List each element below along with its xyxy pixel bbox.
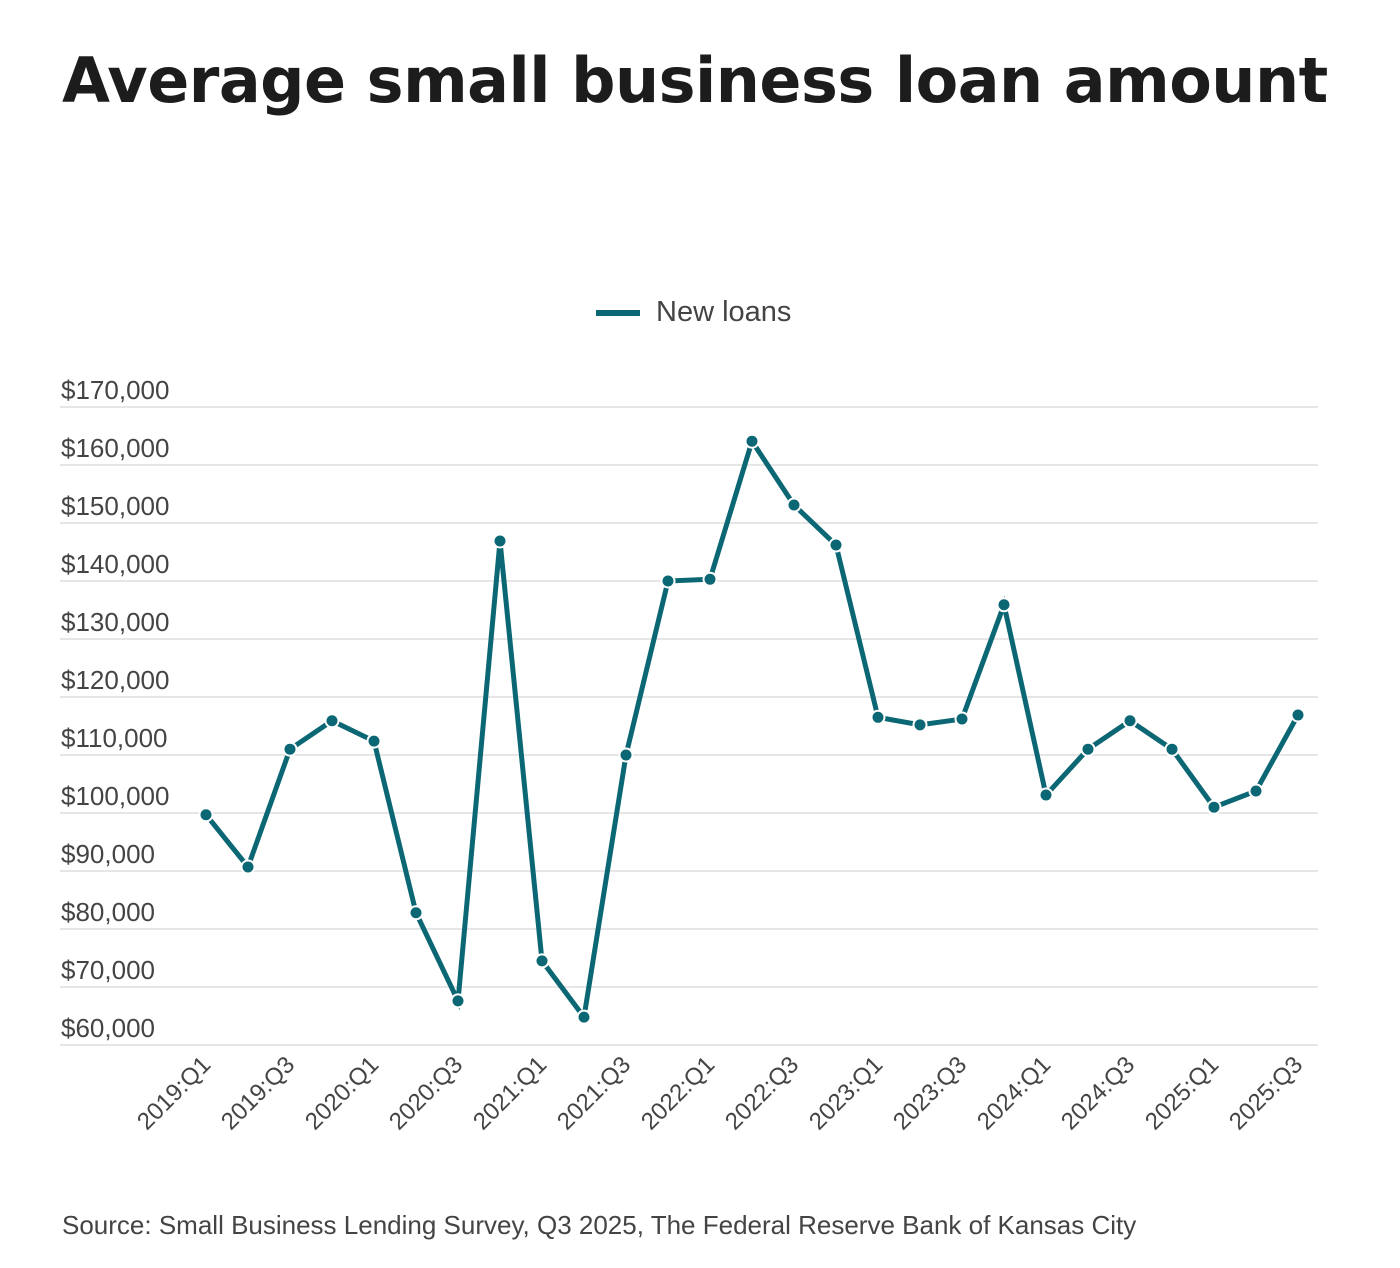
data-point-marker[interactable]	[702, 571, 718, 587]
data-point-marker[interactable]	[366, 733, 382, 749]
x-tick-label: 2023:Q1	[804, 1051, 888, 1135]
y-tick-label: $170,000	[61, 375, 169, 405]
y-tick-label: $80,000	[61, 897, 155, 927]
chart-title: Average small business loan amount	[62, 44, 1328, 117]
data-point-marker[interactable]	[1122, 713, 1138, 729]
data-point-marker[interactable]	[324, 713, 340, 729]
data-point-marker[interactable]	[828, 537, 844, 553]
data-point-marker[interactable]	[618, 747, 634, 763]
data-point-marker[interactable]	[408, 905, 424, 921]
legend-label: New loans	[656, 296, 792, 328]
x-axis-ticks: 2019:Q1 2019:Q3 2020:Q1 2020:Q3 2021:Q1 2021:…	[132, 1051, 1308, 1135]
y-tick-label: $90,000	[61, 839, 155, 869]
data-point-marker[interactable]	[492, 533, 508, 549]
series-line	[204, 435, 1301, 1024]
data-point-marker[interactable]	[534, 953, 550, 969]
x-tick-label: 2020:Q1	[300, 1051, 384, 1135]
data-point-marker[interactable]	[660, 573, 676, 589]
x-tick-label: 2023:Q3	[888, 1051, 972, 1135]
data-point-marker[interactable]	[744, 433, 760, 449]
x-tick-label: 2025:Q3	[1224, 1051, 1308, 1135]
y-tick-label: $120,000	[61, 665, 169, 695]
x-tick-label: 2019:Q3	[216, 1051, 300, 1135]
y-tick-label: $70,000	[61, 955, 155, 985]
x-tick-label: 2022:Q3	[720, 1051, 804, 1135]
data-point-marker[interactable]	[1248, 783, 1264, 799]
data-point-marker[interactable]	[1206, 799, 1222, 815]
data-point-marker[interactable]	[912, 717, 928, 733]
data-point-marker[interactable]	[1038, 787, 1054, 803]
y-axis-ticks: $60,000 $70,000 $80,000 $90,000 $100,000 $110…	[61, 375, 169, 1043]
source-note: Source: Small Business Lending Survey, Q…	[62, 1210, 1137, 1240]
y-tick-label: $100,000	[61, 781, 169, 811]
legend-line-swatch-icon	[596, 309, 640, 316]
y-tick-label: $60,000	[61, 1013, 155, 1043]
y-tick-label: $160,000	[61, 433, 169, 463]
chart-legend: New loans	[596, 296, 791, 329]
data-point-marker[interactable]	[198, 807, 214, 823]
y-tick-label: $140,000	[61, 549, 169, 579]
data-point-marker[interactable]	[240, 859, 256, 875]
data-point-marker[interactable]	[1080, 741, 1096, 757]
x-tick-label: 2022:Q1	[636, 1051, 720, 1135]
x-tick-label: 2020:Q3	[384, 1051, 468, 1135]
x-tick-label: 2024:Q1	[972, 1051, 1056, 1135]
series-new-loans	[198, 433, 1306, 1025]
data-point-marker[interactable]	[996, 597, 1012, 613]
y-tick-label: $150,000	[61, 491, 169, 521]
data-point-marker[interactable]	[576, 1009, 592, 1025]
x-tick-label: 2019:Q1	[132, 1051, 216, 1135]
data-point-marker[interactable]	[870, 709, 886, 725]
data-point-marker[interactable]	[282, 741, 298, 757]
x-tick-label: 2021:Q1	[468, 1051, 552, 1135]
data-point-marker[interactable]	[1290, 707, 1306, 723]
gridlines	[60, 406, 1318, 1046]
x-tick-label: 2025:Q1	[1140, 1051, 1224, 1135]
y-tick-label: $130,000	[61, 607, 169, 637]
x-tick-label: 2024:Q3	[1056, 1051, 1140, 1135]
x-tick-label: 2021:Q3	[552, 1051, 636, 1135]
data-point-marker[interactable]	[786, 497, 802, 513]
data-point-marker[interactable]	[450, 993, 466, 1009]
data-point-marker[interactable]	[954, 711, 970, 727]
y-tick-label: $110,000	[61, 723, 168, 753]
data-point-marker[interactable]	[1164, 741, 1180, 757]
